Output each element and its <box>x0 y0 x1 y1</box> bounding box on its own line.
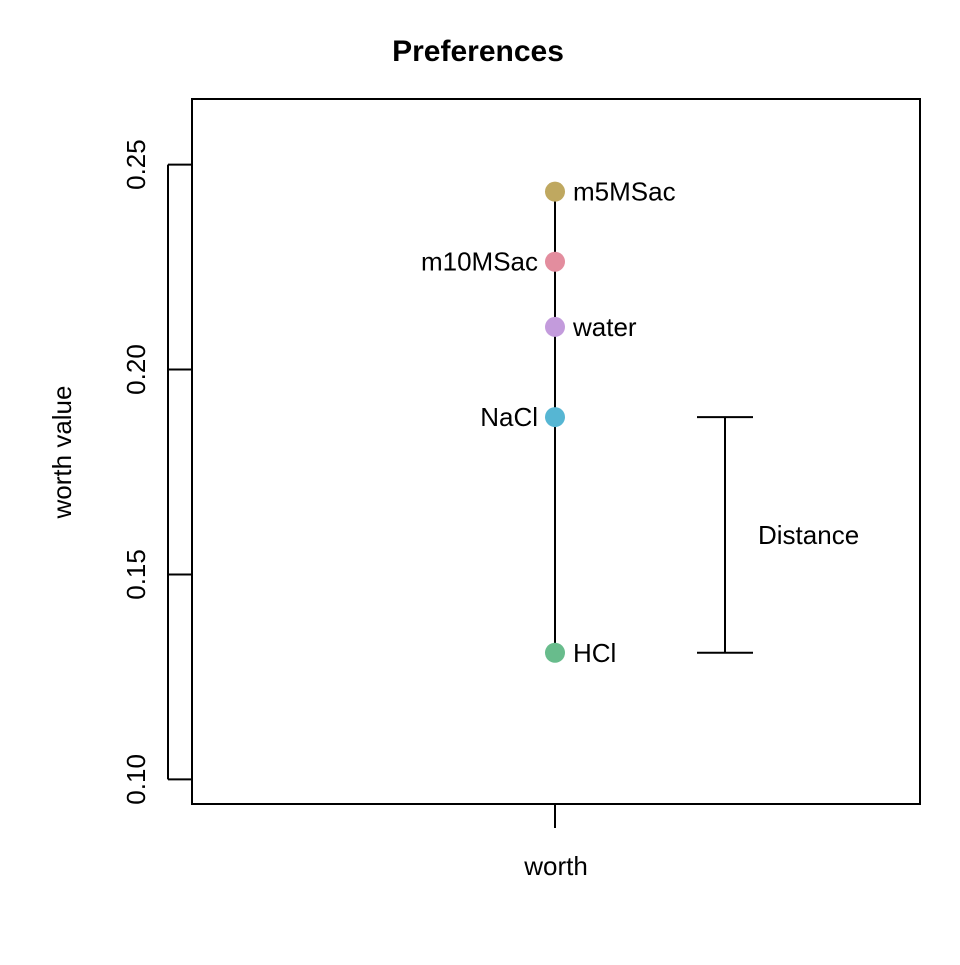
point-label-water: water <box>572 312 637 342</box>
point-hcl <box>545 642 565 663</box>
point-label-nacl: NaCl <box>480 402 538 432</box>
y-tick-label: 0.20 <box>121 344 151 395</box>
chart-title: Preferences <box>392 35 564 68</box>
point-m5msac <box>545 181 565 202</box>
point-label-m5msac: m5MSac <box>573 177 676 207</box>
point-m10msac <box>545 251 565 272</box>
y-tick-label: 0.25 <box>121 139 151 190</box>
x-axis-label: worth <box>523 851 588 881</box>
point-label-m10msac: m10MSac <box>421 247 538 277</box>
point-label-hcl: HCl <box>573 638 616 668</box>
chart-marks: m5MSac m10MSac water NaCl HCl Distance <box>421 177 859 668</box>
y-tick-label: 0.10 <box>121 754 151 805</box>
y-axis-label: worth value <box>47 386 77 520</box>
y-axis: 0.10 0.15 0.20 0.25 <box>121 139 192 805</box>
distance-label: Distance <box>758 520 859 550</box>
point-nacl <box>545 407 565 428</box>
point-water <box>545 316 565 337</box>
y-tick-label: 0.15 <box>121 549 151 600</box>
